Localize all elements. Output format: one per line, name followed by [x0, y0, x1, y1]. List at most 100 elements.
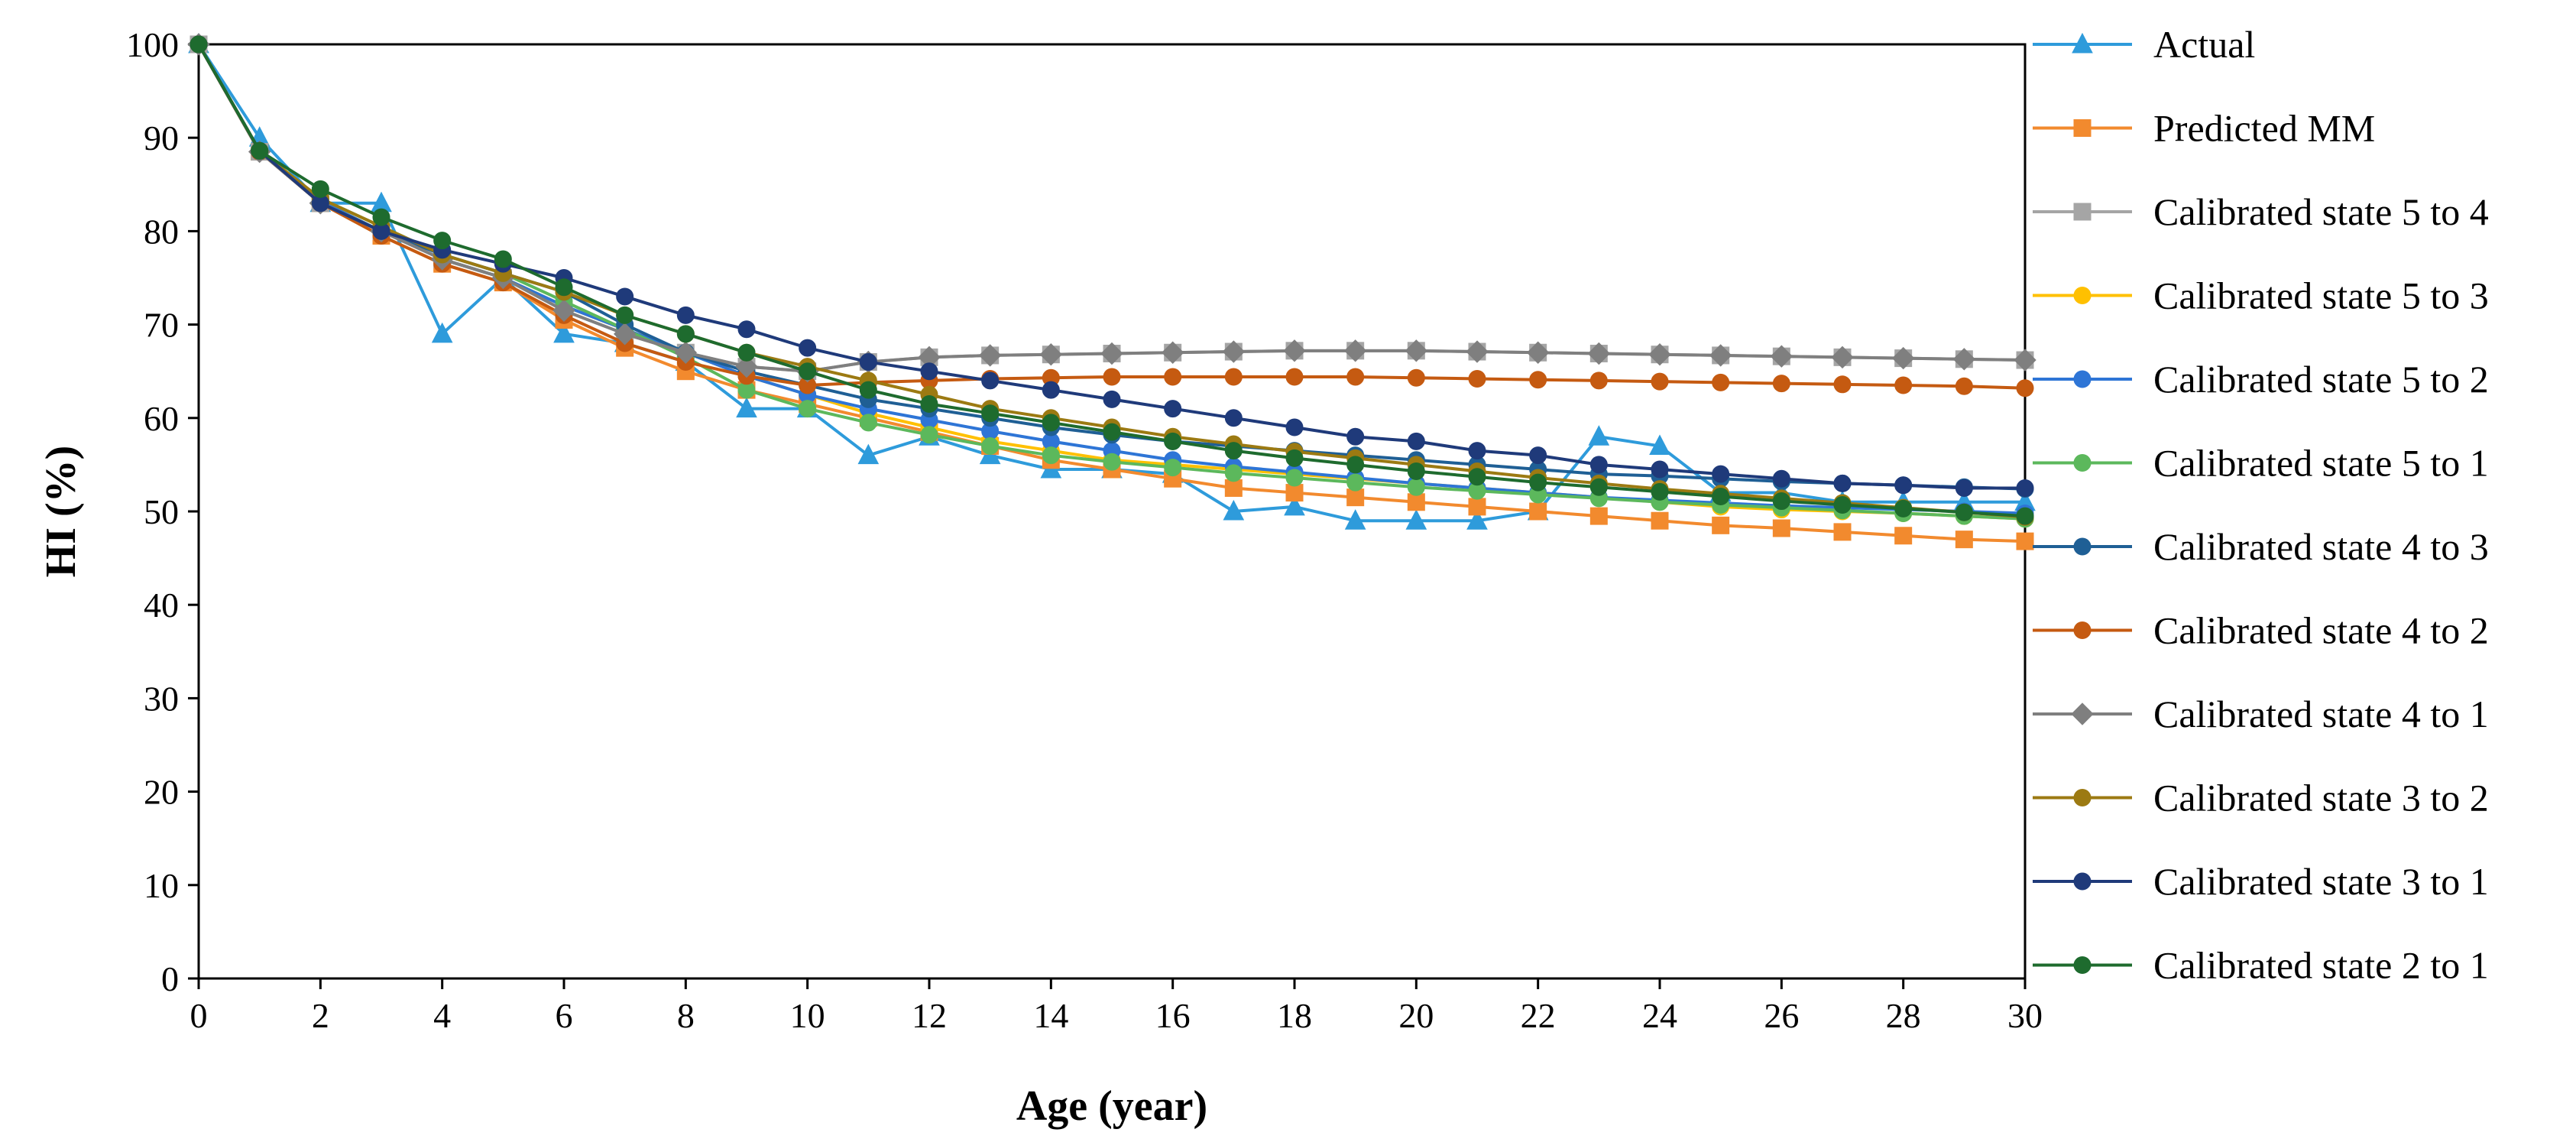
- legend-marker: [2073, 956, 2092, 974]
- y-tick-label: 30: [144, 679, 179, 718]
- data-point: [431, 322, 453, 343]
- data-point: [1589, 456, 1608, 474]
- legend-item: Predicted MM: [2033, 107, 2375, 150]
- x-tick-label: 14: [1033, 996, 1068, 1035]
- data-point: [1772, 469, 1790, 488]
- series-12: [190, 35, 2034, 525]
- data-point: [1285, 484, 1304, 502]
- legend-item: Calibrated state 2 to 1: [2033, 944, 2489, 987]
- data-point: [1405, 509, 1427, 530]
- legend-marker: [2073, 119, 2092, 137]
- data-point: [799, 362, 817, 381]
- data-point: [920, 362, 938, 381]
- data-point: [1223, 499, 1245, 521]
- data-point: [1103, 390, 1121, 408]
- data-point: [1955, 479, 1973, 497]
- data-point: [1466, 340, 1489, 363]
- x-tick-label: 24: [1642, 996, 1677, 1035]
- data-point: [1772, 375, 1790, 393]
- legend-item: Calibrated state 5 to 2: [2033, 358, 2489, 401]
- x-tick-label: 6: [556, 996, 573, 1035]
- data-point: [1952, 348, 1976, 371]
- data-point: [2016, 379, 2034, 398]
- x-tick-label: 16: [1155, 996, 1191, 1035]
- data-point: [1346, 488, 1365, 507]
- legend-marker: [2073, 537, 2092, 556]
- legend-label: Calibrated state 3 to 2: [2153, 777, 2489, 819]
- data-point: [190, 35, 208, 54]
- data-point: [1588, 425, 1610, 446]
- x-tick-label: 2: [312, 996, 329, 1035]
- data-point: [1284, 495, 1305, 516]
- legend-label: Calibrated state 4 to 2: [2153, 609, 2489, 652]
- data-point: [1407, 368, 1425, 387]
- data-point: [1346, 368, 1365, 386]
- data-point: [1042, 446, 1060, 465]
- data-point: [1587, 342, 1611, 365]
- data-point: [1042, 414, 1060, 432]
- data-point: [1164, 400, 1182, 418]
- data-point: [251, 141, 269, 160]
- data-point: [735, 355, 758, 378]
- y-tick-label: 50: [144, 492, 179, 531]
- legend-item: Calibrated state 4 to 3: [2033, 525, 2489, 568]
- data-point: [1709, 344, 1732, 367]
- data-point: [1407, 462, 1425, 480]
- legend-marker: [2073, 872, 2092, 891]
- data-point: [1407, 478, 1425, 496]
- y-tick-label: 80: [144, 212, 179, 251]
- data-point: [1042, 381, 1060, 399]
- data-point: [1103, 423, 1121, 441]
- data-point: [978, 344, 1002, 367]
- data-point: [616, 306, 634, 324]
- data-point: [674, 341, 698, 364]
- data-point: [1285, 418, 1304, 436]
- data-point: [1224, 464, 1243, 482]
- legend-item: Calibrated state 4 to 1: [2033, 693, 2489, 735]
- data-point: [1285, 469, 1304, 487]
- data-point: [1346, 473, 1365, 492]
- data-point: [859, 381, 877, 399]
- data-point: [494, 250, 512, 268]
- legend-label: Predicted MM: [2153, 107, 2375, 150]
- data-point: [553, 322, 575, 343]
- legend-marker: [2072, 32, 2093, 54]
- data-point: [981, 404, 1000, 423]
- legend-marker: [2073, 287, 2092, 304]
- legend: Actual Predicted MM Calibrated state 5 to …: [2033, 23, 2489, 987]
- legend-marker: [2073, 370, 2092, 388]
- data-point: [1833, 495, 1852, 514]
- data-point: [1833, 523, 1852, 541]
- data-point: [1164, 368, 1182, 386]
- data-point: [1222, 340, 1246, 363]
- data-point: [1831, 346, 1854, 369]
- data-point: [859, 352, 877, 371]
- data-point: [981, 372, 1000, 390]
- legend-label: Calibrated state 5 to 1: [2153, 442, 2489, 485]
- data-point: [1712, 516, 1730, 534]
- data-point: [1649, 434, 1670, 455]
- data-point: [1529, 446, 1547, 465]
- legend-label: Actual: [2153, 23, 2255, 66]
- data-point: [613, 323, 637, 346]
- data-point: [857, 443, 880, 465]
- data-point: [1891, 346, 1915, 370]
- legend-label: Calibrated state 4 to 3: [2153, 525, 2489, 568]
- data-point: [1161, 341, 1184, 364]
- data-point: [1039, 342, 1063, 366]
- data-point: [799, 339, 817, 357]
- data-point: [1651, 482, 1669, 501]
- data-point: [1651, 460, 1669, 479]
- data-point: [1103, 368, 1121, 386]
- data-point: [1833, 375, 1852, 394]
- data-point: [1833, 474, 1852, 492]
- data-point: [1589, 478, 1608, 496]
- legend-item: Calibrated state 5 to 1: [2033, 442, 2489, 485]
- x-tick-label: 22: [1521, 996, 1556, 1035]
- x-tick-label: 28: [1886, 996, 1921, 1035]
- data-point: [616, 287, 634, 306]
- data-point: [2016, 507, 2034, 525]
- x-tick-label: 0: [190, 996, 208, 1035]
